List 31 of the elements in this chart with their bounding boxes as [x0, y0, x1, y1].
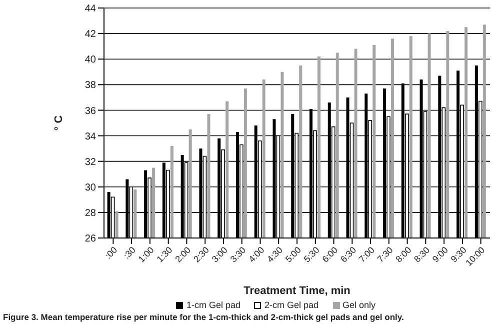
y-tick-label: 44: [84, 4, 96, 15]
y-tick-label: 42: [84, 29, 96, 40]
x-tick-label: 5:00: [283, 244, 303, 264]
x-tick-label: 8:00: [394, 244, 414, 264]
x-tick-label: 6:00: [320, 244, 340, 264]
x-tick-label: 9:00: [430, 244, 450, 264]
legend-label: Gel only: [342, 300, 376, 310]
x-tick-label: 3:00: [210, 244, 230, 264]
x-tick-label: 7:00: [356, 244, 376, 264]
y-tick-label: 36: [84, 106, 96, 117]
y-tick-label: 40: [84, 54, 96, 66]
y-tick-label: 26: [84, 234, 96, 245]
y-tick-label: 28: [84, 208, 96, 219]
x-tick-label: 7:30: [375, 244, 395, 264]
x-tick-label: 4:00: [246, 244, 266, 264]
legend-label: 1-cm Gel pad: [185, 300, 240, 310]
x-tick-label: 5:30: [302, 244, 322, 264]
x-axis-title: Treatment Time, min: [244, 285, 351, 297]
legend-label: 2-cm Gel pad: [263, 300, 319, 310]
x-tick-label: 6:30: [338, 244, 358, 264]
y-axis-title: ° C: [52, 115, 65, 131]
caption: Figure 3. Mean temperature rise per minute for the 1-cm-thick and 2-cm-thick gel pads and gel only.: [3, 312, 404, 322]
x-tick-label: 4:30: [265, 244, 285, 264]
x-tick-label: :00: [103, 244, 120, 261]
x-tick-label: 3:30: [228, 244, 248, 264]
y-tick-label: 38: [84, 80, 96, 92]
x-tick-label: 8:30: [412, 244, 432, 264]
y-tick-label: 34: [84, 131, 96, 142]
y-tick-label: 32: [84, 156, 96, 168]
x-tick-label: :30: [122, 244, 138, 261]
y-tick-label: 30: [84, 182, 96, 194]
